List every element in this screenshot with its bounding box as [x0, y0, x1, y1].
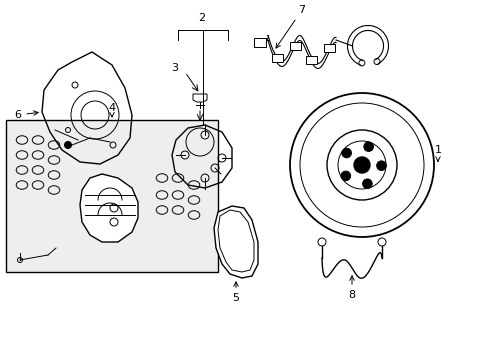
Text: 4: 4 [108, 103, 115, 117]
Polygon shape [214, 206, 258, 278]
Circle shape [363, 142, 373, 152]
Bar [306, 56, 317, 64]
Circle shape [64, 141, 71, 148]
Polygon shape [80, 174, 138, 242]
Text: 6: 6 [15, 110, 38, 120]
Circle shape [376, 161, 386, 171]
Text: 2: 2 [198, 13, 205, 23]
Text: 8: 8 [348, 276, 355, 300]
Text: 3: 3 [171, 63, 178, 73]
Circle shape [341, 148, 351, 158]
Bar [6, 120, 218, 272]
Bar [290, 42, 301, 50]
Circle shape [340, 171, 350, 181]
Circle shape [362, 179, 371, 189]
Bar [272, 54, 283, 62]
Text: 5: 5 [232, 282, 239, 303]
Text: 1: 1 [434, 145, 441, 161]
Bar [324, 44, 335, 52]
Bar [253, 37, 265, 46]
Circle shape [353, 157, 369, 173]
Text: 7: 7 [275, 5, 305, 48]
